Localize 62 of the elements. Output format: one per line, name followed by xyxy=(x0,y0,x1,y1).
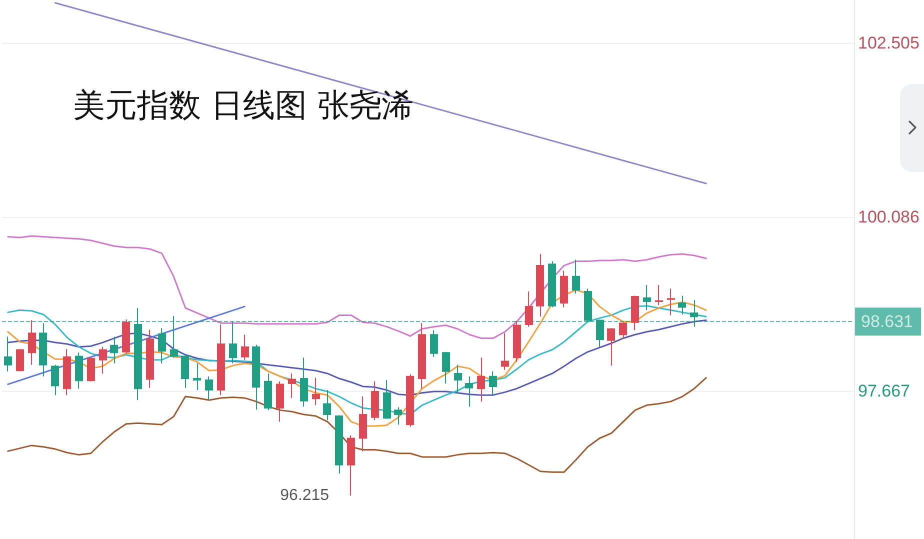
candlestick xyxy=(252,344,260,410)
candlestick xyxy=(607,328,615,366)
candlestick xyxy=(536,254,544,318)
candlestick xyxy=(4,336,12,372)
candlestick xyxy=(525,290,533,328)
line-series xyxy=(7,235,707,339)
candlestick xyxy=(16,348,24,372)
candlestick xyxy=(241,334,249,360)
candlestick xyxy=(631,295,639,331)
candlestick xyxy=(513,320,521,362)
line-series xyxy=(7,377,707,473)
candlestick xyxy=(28,320,36,366)
candlestick xyxy=(264,372,272,411)
candlestick xyxy=(394,406,402,426)
candlestick xyxy=(465,376,473,408)
y-tick-label: 97.667 xyxy=(858,381,910,400)
candlestick xyxy=(193,362,201,391)
candlestick xyxy=(655,284,663,306)
candlestick xyxy=(312,377,320,406)
candlestick xyxy=(489,370,497,396)
candlestick xyxy=(335,414,343,474)
y-tick-label: 100.086 xyxy=(858,207,920,226)
candlestick xyxy=(122,319,130,354)
candlestick xyxy=(430,330,438,358)
candlestick xyxy=(110,336,118,364)
annotation: 96.215 xyxy=(280,486,330,504)
candlestick xyxy=(501,332,509,370)
candlestick xyxy=(217,324,225,396)
candlestick xyxy=(75,352,83,390)
candlestick xyxy=(146,329,154,388)
candlestick xyxy=(418,322,426,390)
candlestick xyxy=(87,356,95,382)
candlestick xyxy=(572,259,580,294)
candlestick xyxy=(300,357,308,408)
candlestick xyxy=(383,379,391,420)
candlestick xyxy=(288,372,296,398)
candlestick xyxy=(560,270,568,308)
candlestick xyxy=(678,295,686,315)
candlestick xyxy=(347,434,355,496)
candlestick xyxy=(371,380,379,421)
candlestick xyxy=(181,354,189,388)
ref-line-label: 98.631 xyxy=(861,312,913,332)
candlestick xyxy=(442,351,450,384)
candlestick xyxy=(359,396,367,452)
candlestick xyxy=(158,328,166,364)
candlestick xyxy=(99,346,107,374)
candlestick xyxy=(63,348,71,396)
candlestick xyxy=(477,357,485,402)
candlestick xyxy=(454,364,462,394)
line-series xyxy=(7,319,707,396)
candlestick xyxy=(323,390,331,421)
candlestick xyxy=(643,284,651,311)
candlestick xyxy=(39,322,47,377)
y-tick-label: 102.505 xyxy=(858,33,920,52)
candlestick xyxy=(51,364,59,396)
candlestick xyxy=(406,374,414,428)
candlestick xyxy=(205,376,213,401)
candlestick xyxy=(619,322,627,340)
candlestick xyxy=(548,260,556,308)
text: 美元指数 日线图 张尧浠 xyxy=(73,86,414,124)
candlestick xyxy=(276,380,284,422)
candlestick xyxy=(667,288,675,316)
